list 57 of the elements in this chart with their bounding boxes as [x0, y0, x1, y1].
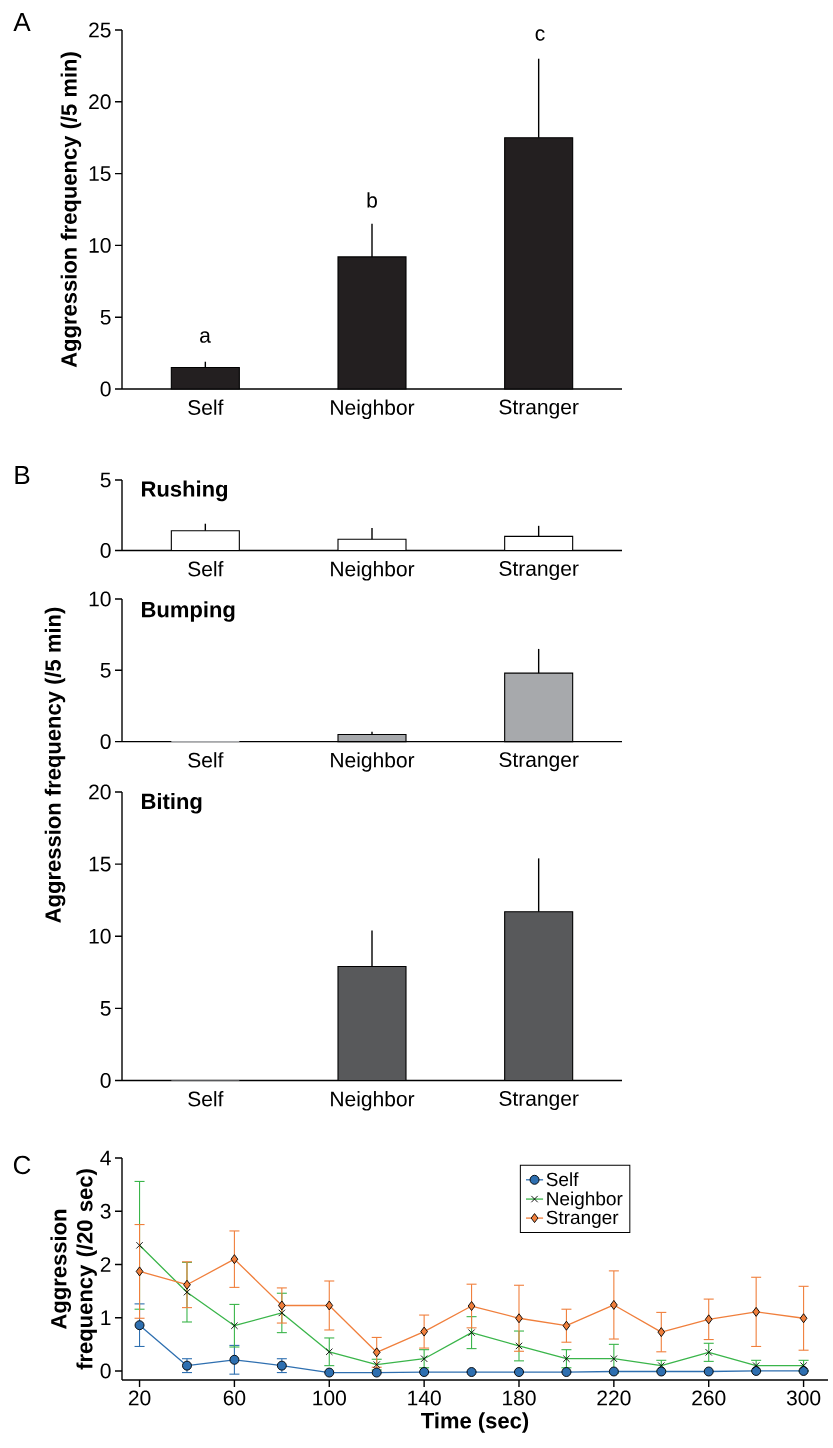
x-tick-label: 140 — [408, 1390, 441, 1406]
annotation: c — [535, 29, 545, 41]
x-tick-label: 100 — [313, 1390, 346, 1406]
x-tick-label: Self — [188, 752, 224, 768]
x-tick-label: Stranger — [499, 1091, 579, 1111]
x-tick-label: 260 — [692, 1390, 726, 1406]
y-axis-title: Aggression frequency (/20 sec) — [50, 1169, 97, 1370]
y-tick-label: 25 — [89, 22, 111, 38]
x-tick-label: Stranger — [499, 561, 579, 581]
x-tick-label: 20 — [128, 1390, 151, 1406]
text: A — [13, 13, 31, 31]
y-tick-label: 20 — [89, 94, 111, 110]
x-tick-label: Neighbor — [331, 399, 415, 420]
y-tick-label: 20 — [89, 784, 111, 800]
x-tick-label: Stranger — [499, 399, 579, 419]
y-tick-label: 1 — [101, 1310, 111, 1325]
y-tick-label: 10 — [89, 591, 111, 607]
y-tick-label: 0 — [100, 734, 111, 750]
y-axis-title: Aggression frequency (/5 min) — [60, 52, 82, 368]
x-tick-label: Stranger — [499, 752, 579, 772]
y-tick-label: 15 — [89, 856, 111, 872]
x-tick-label: Self — [188, 561, 224, 577]
x-tick-label: 220 — [597, 1390, 631, 1406]
y-axis-title: Aggression frequency (/5 min) — [44, 607, 66, 923]
y-tick-label: 0 — [100, 543, 111, 558]
x-tick-label: 60 — [223, 1390, 246, 1406]
x-tick-label: Neighbor — [331, 561, 415, 581]
legend-label: Stranger — [546, 1210, 619, 1228]
y-tick-label: 5 — [100, 309, 111, 325]
x-tick-label: Neighbor — [331, 1091, 415, 1111]
chart-title: Rushing — [142, 480, 228, 502]
x-tick-label: Neighbor — [331, 752, 415, 772]
y-tick-label: 3 — [100, 1203, 111, 1219]
chart-title: Bumping — [142, 601, 235, 622]
y-tick-label: 10 — [89, 237, 111, 253]
y-tick-label: 0 — [100, 381, 111, 397]
x-tick-label: Self — [188, 399, 224, 415]
y-tick-label: 5 — [100, 1001, 111, 1016]
annotation: a — [200, 331, 211, 343]
chart-title: Biting — [142, 793, 202, 814]
y-tick-label: 2 — [100, 1257, 111, 1272]
x-tick-label: 300 — [786, 1390, 821, 1406]
legend-label: Self — [546, 1172, 579, 1187]
annotation: b — [367, 192, 377, 208]
text: C — [13, 1155, 31, 1175]
y-tick-label: 10 — [89, 928, 111, 944]
y-tick-label: 5 — [100, 662, 111, 678]
y-tick-label: 0 — [100, 1073, 111, 1088]
x-tick-label: Self — [188, 1091, 224, 1107]
y-tick-label: 4 — [100, 1150, 111, 1166]
y-tick-label: 5 — [100, 472, 111, 488]
y-tick-label: 0 — [100, 1363, 111, 1379]
x-axis-title: Time (sec) — [421, 1412, 529, 1433]
y-tick-label: 15 — [89, 166, 111, 181]
text: B — [15, 466, 30, 484]
x-tick-label: 180 — [503, 1390, 536, 1406]
legend-label: Neighbor — [547, 1191, 623, 1210]
